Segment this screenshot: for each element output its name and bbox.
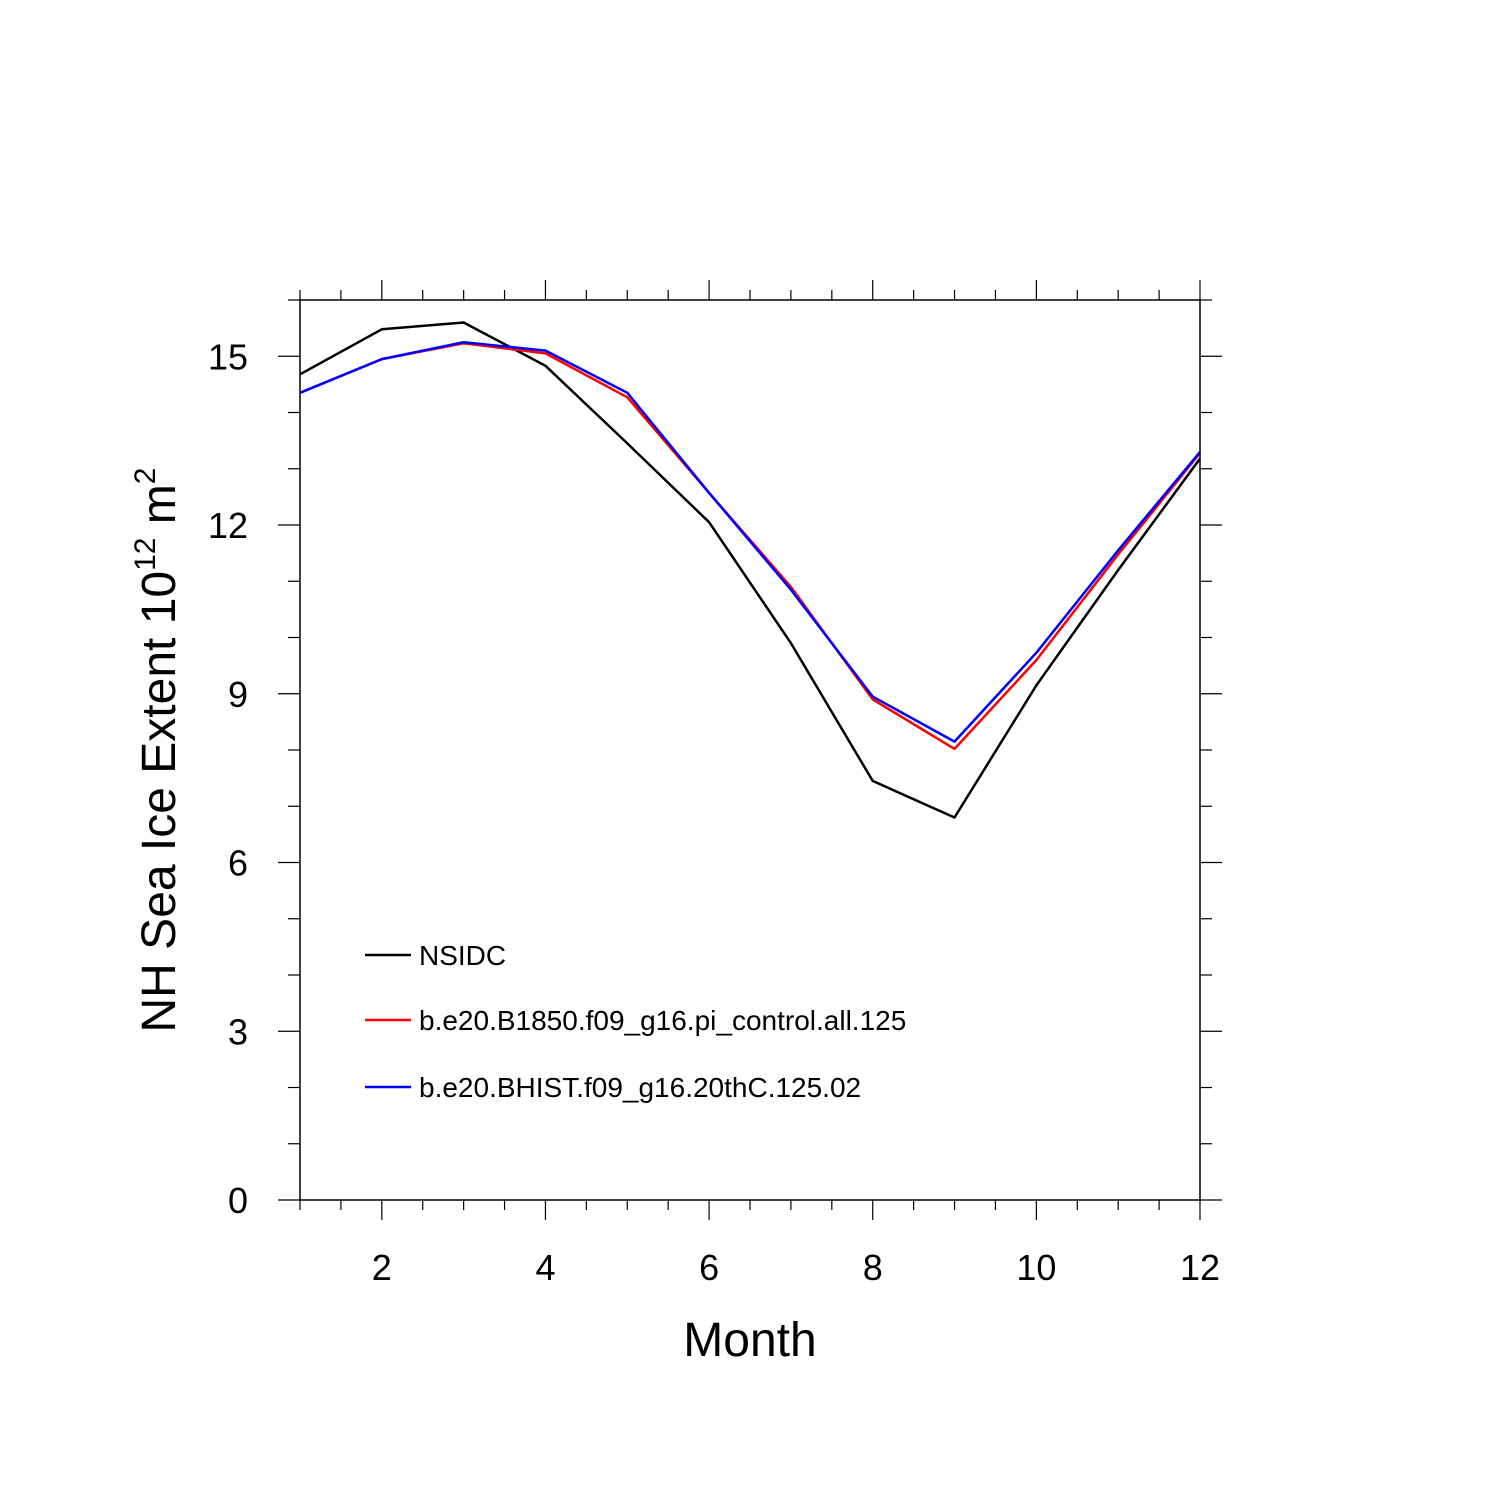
y-tick-label: 12 bbox=[208, 505, 248, 546]
axis-ticks bbox=[278, 280, 1222, 1220]
legend-label: b.e20.B1850.f09_g16.pi_control.all.125 bbox=[419, 1005, 906, 1036]
plot-frame bbox=[299, 299, 1201, 1201]
series-line-3 bbox=[299, 340, 1201, 743]
y-tick-labels: 0 3 6 9 12 15 bbox=[208, 336, 248, 1221]
x-tick-label: 12 bbox=[1180, 1247, 1220, 1288]
y-axis-title: NH Sea Ice Extent 1012 m2 bbox=[129, 468, 186, 1033]
y-tick-label: 15 bbox=[208, 336, 248, 377]
y-axis-title-exponent: 12 bbox=[129, 538, 162, 571]
series-line-1 bbox=[299, 321, 1202, 819]
series-layer bbox=[299, 321, 1202, 819]
y-tick-label: 9 bbox=[228, 674, 248, 715]
y-tick-label: 3 bbox=[228, 1011, 248, 1052]
y-axis-title-main: NH Sea Ice Extent 10 bbox=[133, 571, 186, 1033]
y-tick-label: 6 bbox=[228, 843, 248, 884]
x-tick-label: 4 bbox=[535, 1247, 555, 1288]
x-axis-title: Month bbox=[683, 1314, 816, 1367]
y-axis-title-unit: m bbox=[133, 484, 186, 537]
x-tick-label: 6 bbox=[699, 1247, 719, 1288]
y-tick-label: 0 bbox=[228, 1180, 248, 1221]
x-tick-labels: 2 4 6 8 10 12 bbox=[372, 1247, 1220, 1288]
y-axis-title-unit-exponent: 2 bbox=[129, 468, 162, 485]
x-tick-label: 8 bbox=[863, 1247, 883, 1288]
series-line-2 bbox=[299, 342, 1201, 751]
x-tick-label: 10 bbox=[1016, 1247, 1056, 1288]
x-tick-label: 2 bbox=[372, 1247, 392, 1288]
legend-label: b.e20.BHIST.f09_g16.20thC.125.02 bbox=[419, 1072, 861, 1103]
legend-label: NSIDC bbox=[419, 940, 506, 971]
legend: NSIDC b.e20.B1850.f09_g16.pi_control.all.… bbox=[365, 940, 906, 1103]
